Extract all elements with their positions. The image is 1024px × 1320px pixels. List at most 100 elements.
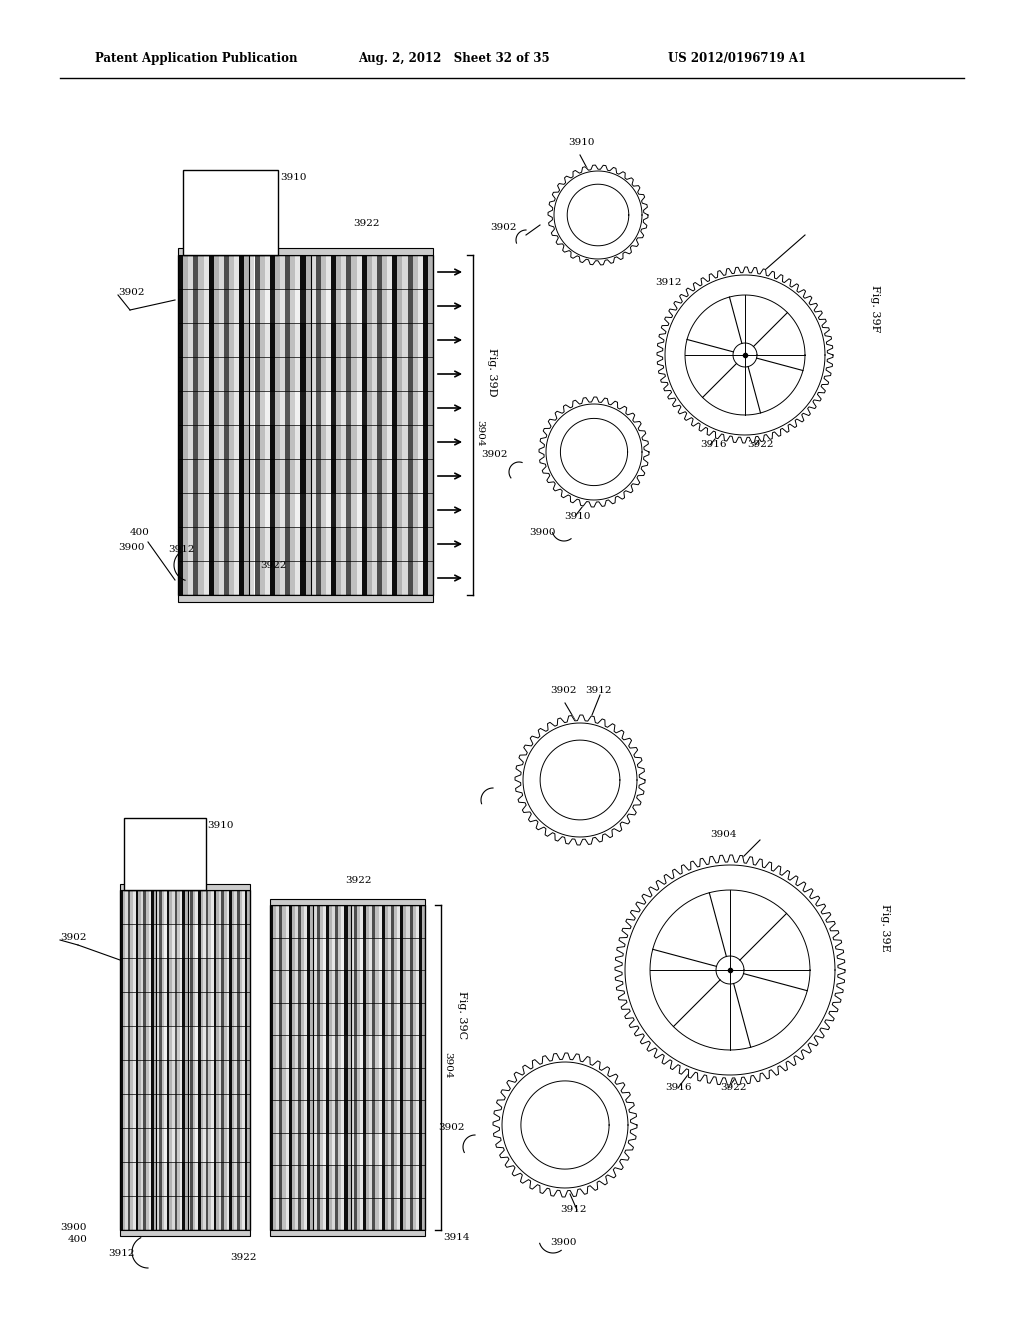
Bar — [400, 1002, 403, 1035]
Bar — [185, 993, 187, 1026]
Bar — [175, 1196, 177, 1230]
Bar — [379, 1166, 382, 1197]
Bar — [341, 1068, 344, 1100]
Bar — [323, 1068, 326, 1100]
Bar — [338, 1197, 341, 1230]
Bar — [300, 255, 305, 289]
Bar — [123, 1026, 125, 1060]
Bar — [226, 1129, 229, 1162]
Bar — [203, 890, 206, 924]
Bar — [373, 906, 376, 937]
Bar — [418, 425, 423, 459]
Bar — [338, 906, 341, 937]
Bar — [377, 255, 382, 289]
Bar — [356, 1166, 359, 1197]
Bar — [408, 561, 413, 595]
Bar — [346, 356, 351, 391]
Bar — [162, 958, 164, 993]
Bar — [341, 937, 344, 970]
Bar — [372, 527, 377, 561]
Bar — [344, 1166, 347, 1197]
Bar — [154, 1129, 157, 1162]
Bar — [416, 1133, 419, 1166]
Bar — [201, 1196, 203, 1230]
Bar — [344, 970, 347, 1002]
Bar — [423, 255, 428, 289]
Text: 3922: 3922 — [345, 876, 372, 884]
Bar — [350, 1100, 353, 1133]
Bar — [332, 1133, 335, 1166]
Bar — [385, 1166, 388, 1197]
Bar — [130, 924, 133, 958]
Bar — [413, 425, 418, 459]
Bar — [243, 1162, 245, 1196]
Bar — [120, 958, 123, 993]
Bar — [154, 1196, 157, 1230]
Bar — [385, 906, 388, 937]
Bar — [382, 937, 385, 970]
Bar — [148, 958, 152, 993]
Bar — [416, 1035, 419, 1068]
Bar — [329, 937, 332, 970]
Bar — [315, 425, 321, 459]
Bar — [362, 970, 367, 1002]
Bar — [204, 527, 209, 561]
Bar — [237, 1094, 240, 1129]
Bar — [198, 1129, 201, 1162]
Bar — [206, 1026, 209, 1060]
Bar — [347, 1166, 350, 1197]
Bar — [422, 937, 425, 970]
Bar — [359, 1197, 362, 1230]
Bar — [359, 1100, 362, 1133]
Bar — [391, 1068, 394, 1100]
Bar — [224, 356, 229, 391]
Bar — [397, 1068, 400, 1100]
Text: 3912: 3912 — [168, 545, 195, 554]
Bar — [194, 492, 199, 527]
Bar — [182, 1196, 185, 1230]
Bar — [226, 1094, 229, 1129]
Bar — [196, 1196, 198, 1230]
Bar — [356, 1100, 359, 1133]
Bar — [361, 356, 367, 391]
Bar — [234, 1162, 237, 1196]
Bar — [229, 255, 234, 289]
Bar — [185, 924, 187, 958]
Bar — [316, 1197, 319, 1230]
Bar — [138, 890, 140, 924]
Bar — [125, 1196, 128, 1230]
Bar — [344, 1002, 347, 1035]
Bar — [290, 255, 295, 289]
Bar — [135, 1060, 138, 1094]
Bar — [379, 906, 382, 937]
Bar — [329, 1197, 332, 1230]
Bar — [313, 970, 316, 1002]
Text: 3910: 3910 — [280, 173, 306, 182]
Bar — [410, 1166, 413, 1197]
Bar — [274, 459, 280, 492]
Text: Fig. 39E: Fig. 39E — [880, 904, 890, 952]
Bar — [423, 561, 428, 595]
Bar — [335, 1068, 338, 1100]
Bar — [310, 1133, 313, 1166]
Bar — [295, 1035, 298, 1068]
Bar — [372, 492, 377, 527]
Bar — [285, 492, 290, 527]
Bar — [283, 1166, 286, 1197]
Bar — [402, 356, 408, 391]
Bar — [376, 906, 379, 937]
Bar — [209, 958, 211, 993]
Bar — [341, 1133, 344, 1166]
Bar — [219, 255, 224, 289]
Bar — [177, 924, 180, 958]
Bar — [214, 1162, 216, 1196]
Bar — [209, 356, 214, 391]
Bar — [367, 970, 370, 1002]
Bar — [351, 459, 356, 492]
Bar — [362, 1197, 367, 1230]
Bar — [146, 993, 148, 1026]
Bar — [289, 1100, 292, 1133]
Bar — [270, 937, 273, 970]
Bar — [198, 1094, 201, 1129]
Bar — [180, 993, 182, 1026]
